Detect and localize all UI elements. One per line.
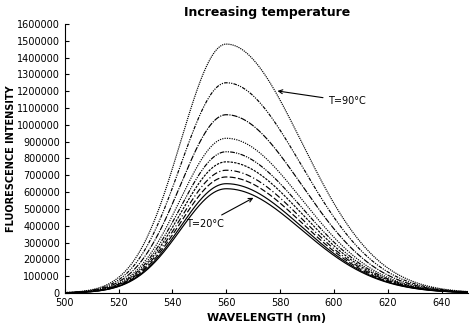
X-axis label: WAVELENGTH (nm): WAVELENGTH (nm) (207, 314, 326, 323)
Title: Increasing temperature: Increasing temperature (183, 6, 350, 18)
Text: T=20°C: T=20°C (186, 198, 252, 229)
Text: T=90°C: T=90°C (279, 90, 366, 106)
Y-axis label: FLUORESCENCE INTENSITY: FLUORESCENCE INTENSITY (6, 85, 16, 232)
